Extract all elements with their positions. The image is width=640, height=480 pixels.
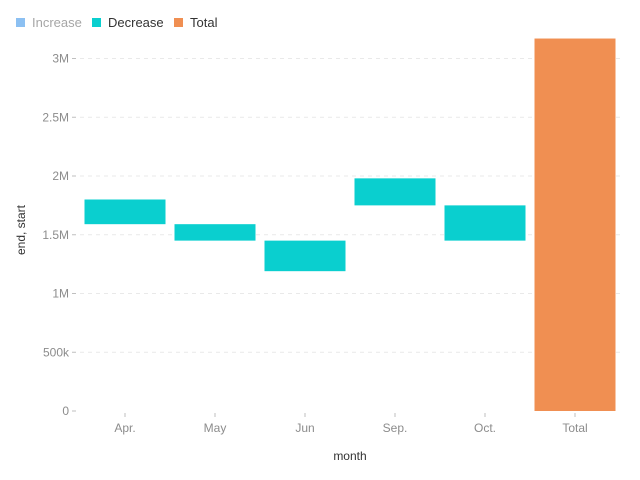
y-axis-title: end, start xyxy=(14,204,28,255)
bar-apr[interactable] xyxy=(84,199,166,225)
x-tick-label: Apr. xyxy=(114,421,135,435)
bar-sep[interactable] xyxy=(354,178,436,206)
x-tick-label: Jun xyxy=(295,421,314,435)
x-tick-label: May xyxy=(204,421,227,435)
legend-swatch-decrease xyxy=(92,18,101,27)
y-tick-label: 500k xyxy=(43,345,70,359)
y-tick-label: 2.5M xyxy=(42,110,69,124)
legend: Increase Decrease Total xyxy=(16,15,218,30)
y-tick-label: 3M xyxy=(52,52,69,66)
bar-oct[interactable] xyxy=(444,205,526,241)
grid-lines xyxy=(80,58,620,353)
y-tick-label: 1.5M xyxy=(42,228,69,242)
legend-item-increase[interactable]: Increase xyxy=(16,15,82,30)
y-tick-label: 2M xyxy=(52,169,69,183)
legend-label-increase: Increase xyxy=(32,15,82,30)
x-axis-title: month xyxy=(333,449,366,463)
legend-item-decrease[interactable]: Decrease xyxy=(92,15,164,30)
y-axis: 0 500k 1M 1.5M 2M 2.5M 3M xyxy=(42,52,76,418)
legend-swatch-increase xyxy=(16,18,25,27)
legend-label-decrease: Decrease xyxy=(108,15,164,30)
bar-may[interactable] xyxy=(174,224,256,241)
x-tick-label: Sep. xyxy=(383,421,408,435)
y-tick-label: 0 xyxy=(62,404,69,418)
y-tick-label: 1M xyxy=(52,287,69,301)
x-axis: Apr. May Jun Sep. Oct. Total xyxy=(114,413,588,435)
legend-label-total: Total xyxy=(190,15,218,30)
x-tick-label: Oct. xyxy=(474,421,496,435)
bar-total[interactable] xyxy=(534,38,616,412)
legend-item-total[interactable]: Total xyxy=(174,15,218,30)
bars xyxy=(84,38,616,412)
bar-jun[interactable] xyxy=(264,240,346,272)
legend-swatch-total xyxy=(174,18,183,27)
x-tick-label: Total xyxy=(562,421,587,435)
